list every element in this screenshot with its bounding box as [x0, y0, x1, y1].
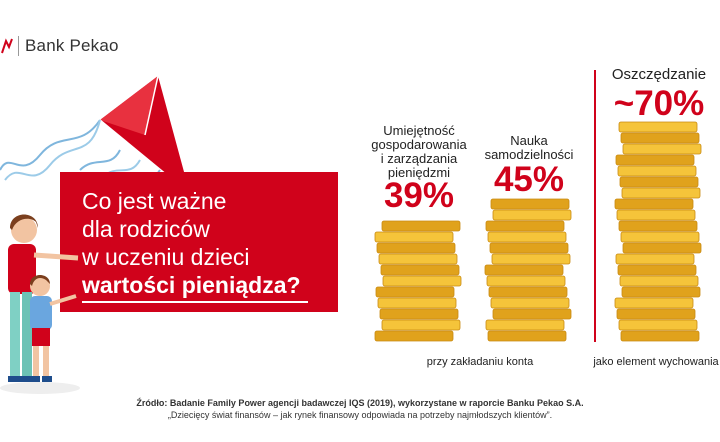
group-label-upbringing: jako element wychowania	[593, 356, 719, 368]
coin	[485, 220, 565, 232]
mother-child-illustration	[0, 214, 80, 394]
coin	[382, 275, 462, 287]
coin	[488, 286, 568, 298]
question-line-3: w uczeniu dzieci	[82, 244, 250, 270]
coin	[490, 297, 570, 309]
coin	[492, 209, 572, 221]
coin	[379, 308, 459, 320]
category-label-0-line-1: Umiejętność	[383, 123, 455, 138]
coin	[617, 165, 697, 177]
coin	[618, 220, 698, 232]
coin	[491, 253, 571, 265]
coin	[617, 264, 697, 276]
brand-separator	[18, 36, 19, 56]
coin-stack-0	[374, 220, 462, 342]
coin	[618, 319, 698, 331]
coin-stack-1	[484, 198, 572, 342]
coin	[486, 275, 566, 287]
coin	[615, 253, 695, 265]
value-label-2: ~70%	[613, 84, 705, 123]
coin	[619, 275, 699, 287]
coin	[616, 209, 696, 221]
coin	[620, 231, 700, 243]
coin	[378, 253, 458, 265]
coin	[614, 198, 694, 210]
coin	[489, 242, 569, 254]
coin	[484, 264, 564, 276]
coin	[615, 154, 695, 166]
question-line-4: wartości pieniądza?	[82, 272, 301, 298]
coin	[377, 297, 457, 309]
category-label-0: Umiejętność gospodarowania i zarządzania…	[364, 124, 474, 180]
coin	[620, 330, 700, 342]
coin	[381, 319, 461, 331]
group-divider	[594, 70, 596, 342]
source-line-1: Źródło: Badanie Family Power agencji bad…	[136, 398, 584, 408]
coin	[381, 220, 461, 232]
coin	[487, 231, 567, 243]
question-box	[60, 172, 338, 312]
coin	[621, 286, 701, 298]
coin	[380, 264, 460, 276]
value-label-1: 45%	[493, 160, 565, 199]
category-label-1-line-1: Nauka	[510, 133, 548, 148]
category-label-1: Nauka samodzielności	[474, 134, 584, 162]
category-label-1-line-2: samodzielności	[484, 147, 574, 162]
category-label-0-line-3: i zarządzania	[380, 151, 458, 166]
kite-illustration	[0, 75, 191, 195]
coin	[622, 242, 702, 254]
coin	[622, 143, 702, 155]
question-line-1: Co jest ważne	[82, 188, 227, 214]
category-label-2: Oszczędzanie	[600, 66, 718, 83]
coin	[375, 286, 455, 298]
coin	[376, 242, 456, 254]
coin	[492, 308, 572, 320]
group-label-account: przy zakładaniu konta	[426, 356, 534, 368]
coin	[620, 132, 700, 144]
coin	[621, 187, 701, 199]
coin	[485, 319, 565, 331]
coin	[490, 198, 570, 210]
source-line-2: „Dziecięcy świat finansów – jak rynek fi…	[167, 410, 553, 420]
pekao-bison-icon	[1, 38, 13, 54]
brand-name: Bank Pekao	[25, 36, 119, 55]
coin	[614, 297, 694, 309]
question-underline	[82, 301, 308, 303]
coin	[487, 330, 567, 342]
brand-logo: Bank Pekao	[0, 34, 119, 58]
category-label-2-line-1: Oszczędzanie	[611, 66, 707, 83]
coin	[616, 308, 696, 320]
question-line-2: dla rodziców	[82, 216, 210, 242]
value-label-0: 39%	[383, 176, 455, 215]
category-label-0-line-4: pieniędzmi	[387, 165, 451, 180]
coin	[374, 231, 454, 243]
coin	[619, 176, 699, 188]
coin-stack-2	[614, 121, 702, 342]
category-label-0-line-2: gospodarowania	[371, 137, 467, 152]
coin	[374, 330, 454, 342]
